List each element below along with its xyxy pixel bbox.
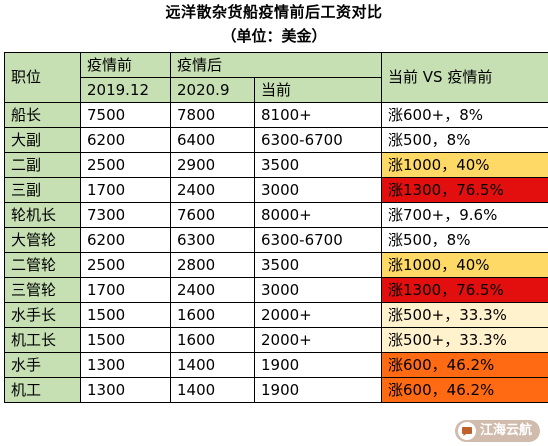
cell-change: 涨600，46.2% bbox=[381, 377, 548, 403]
cell-current: 3500 bbox=[253, 252, 383, 278]
cell-current: 3000 bbox=[253, 277, 383, 303]
cell-position: 大管轮 bbox=[4, 227, 81, 253]
cell-after: 6400 bbox=[170, 127, 255, 153]
cell-change: 涨500+，33.3% bbox=[381, 302, 548, 328]
table-row: 船长 7500 7800 8100+ 涨600+，8% bbox=[4, 102, 548, 128]
table-row: 三副 1700 2400 3000 涨1300，76.5% bbox=[4, 177, 548, 203]
table-row: 水手 1300 1400 1900 涨600，46.2% bbox=[4, 352, 548, 378]
cell-before: 7500 bbox=[80, 102, 171, 128]
cell-after: 2900 bbox=[170, 152, 255, 178]
cell-current: 1900 bbox=[253, 352, 383, 378]
cell-position: 三管轮 bbox=[4, 277, 81, 303]
table-row: 二副 2500 2900 3500 涨1000，40% bbox=[4, 152, 548, 178]
cell-current: 8000+ bbox=[253, 202, 383, 228]
cell-before: 1500 bbox=[80, 327, 171, 353]
cell-before: 1700 bbox=[80, 177, 171, 203]
cell-position: 水手长 bbox=[4, 302, 81, 328]
chat-bubble-icon bbox=[457, 422, 476, 440]
cell-change: 涨1300，76.5% bbox=[381, 277, 548, 303]
header-after-group: 疫情后 bbox=[169, 52, 383, 78]
salary-table-body: 职位 疫情前 疫情后 当前 VS 疫情前 2019.12 2020.9 当前 船… bbox=[4, 52, 548, 403]
page-title: 远洋散杂货船疫情前后工资对比 bbox=[165, 3, 383, 21]
header-before-group: 疫情前 bbox=[80, 52, 171, 78]
cell-current: 6300-6700 bbox=[253, 227, 383, 253]
table-row: 大副 6200 6400 6300-6700 涨500，8% bbox=[4, 127, 548, 153]
cell-change: 涨600+，8% bbox=[381, 102, 548, 128]
table-row: 三管轮 1700 2400 3000 涨1300，76.5% bbox=[4, 277, 548, 303]
cell-position: 三副 bbox=[4, 177, 81, 203]
cell-change: 涨1300，76.5% bbox=[381, 177, 548, 203]
salary-table: 职位 疫情前 疫情后 当前 VS 疫情前 2019.12 2020.9 当前 船… bbox=[4, 52, 548, 403]
cell-before: 2500 bbox=[80, 252, 171, 278]
cell-after: 7800 bbox=[170, 102, 255, 128]
cell-current: 8100+ bbox=[253, 102, 383, 128]
cell-after: 7600 bbox=[170, 202, 255, 228]
table-row: 机工 1300 1400 1900 涨600，46.2% bbox=[4, 377, 548, 403]
cell-position: 大副 bbox=[4, 127, 81, 153]
cell-before: 1500 bbox=[80, 302, 171, 328]
cell-position: 机工 bbox=[4, 377, 81, 403]
cell-change: 涨500，8% bbox=[381, 227, 548, 253]
cell-after: 2400 bbox=[170, 177, 255, 203]
cell-position: 机工长 bbox=[4, 327, 81, 353]
table-row: 机工长 1500 1600 2000+ 涨500+，33.3% bbox=[4, 327, 548, 353]
cell-position: 二副 bbox=[4, 152, 81, 178]
cell-change: 涨700+，9.6% bbox=[381, 202, 548, 228]
cell-current: 2000+ bbox=[253, 302, 383, 328]
header-row-2: 2019.12 2020.9 当前 bbox=[5, 77, 548, 103]
header-row-1: 职位 疫情前 疫情后 当前 VS 疫情前 bbox=[4, 52, 548, 103]
cell-current: 6300-6700 bbox=[253, 127, 383, 153]
cell-after: 2800 bbox=[170, 252, 255, 278]
page-subtitle: （单位：美金） bbox=[221, 27, 327, 45]
cell-current: 1900 bbox=[253, 377, 383, 403]
cell-change: 涨500+，33.3% bbox=[381, 327, 548, 353]
cell-change: 涨500，8% bbox=[381, 127, 548, 153]
header-position: 职位 bbox=[4, 52, 81, 103]
cell-before: 2500 bbox=[80, 152, 171, 178]
cell-before: 1300 bbox=[80, 377, 171, 403]
cell-position: 轮机长 bbox=[4, 202, 81, 228]
cell-before: 6200 bbox=[80, 227, 171, 253]
table-row: 水手长 1500 1600 2000+ 涨500+，33.3% bbox=[4, 302, 548, 328]
watermark-badge: 江海云航 bbox=[454, 420, 540, 442]
watermark-text: 江海云航 bbox=[479, 423, 532, 438]
cell-position: 船长 bbox=[4, 102, 81, 128]
cell-change: 涨600，46.2% bbox=[381, 352, 548, 378]
table-row: 轮机长 7300 7600 8000+ 涨700+，9.6% bbox=[4, 202, 548, 228]
header-after-date: 2020.9 bbox=[170, 77, 255, 103]
cell-change: 涨1000，40% bbox=[381, 152, 548, 178]
header-current: 当前 bbox=[253, 77, 383, 103]
cell-before: 7300 bbox=[80, 202, 171, 228]
cell-after: 2400 bbox=[170, 277, 255, 303]
cell-position: 二管轮 bbox=[4, 252, 81, 278]
cell-after: 1600 bbox=[170, 302, 255, 328]
cell-before: 1700 bbox=[80, 277, 171, 303]
cell-before: 6200 bbox=[80, 127, 171, 153]
table-row: 大管轮 6200 6300 6300-6700 涨500，8% bbox=[4, 227, 548, 253]
header-compare: 当前 VS 疫情前 bbox=[381, 52, 548, 103]
cell-current: 2000+ bbox=[253, 327, 383, 353]
cell-current: 3000 bbox=[253, 177, 383, 203]
cell-after: 1600 bbox=[170, 327, 255, 353]
cell-after: 6300 bbox=[170, 227, 255, 253]
cell-current: 3500 bbox=[253, 152, 383, 178]
header-before-date: 2019.12 bbox=[80, 77, 171, 103]
cell-before: 1300 bbox=[80, 352, 171, 378]
cell-position: 水手 bbox=[4, 352, 81, 378]
cell-change: 涨1000，40% bbox=[381, 252, 548, 278]
cell-after: 1400 bbox=[170, 352, 255, 378]
table-row: 二管轮 2500 2800 3500 涨1000，40% bbox=[4, 252, 548, 278]
cell-after: 1400 bbox=[170, 377, 255, 403]
